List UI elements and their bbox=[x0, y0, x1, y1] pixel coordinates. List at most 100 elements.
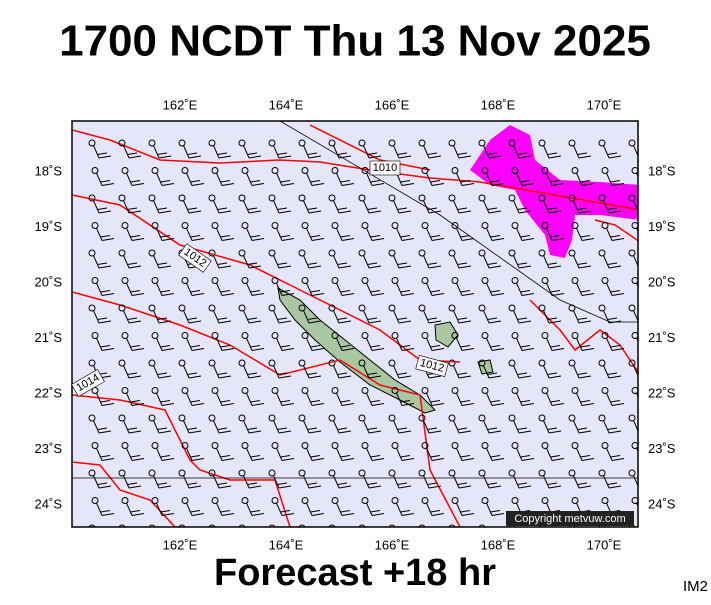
barb-staff bbox=[424, 531, 430, 543]
barb-feather bbox=[517, 152, 528, 155]
barb-feather bbox=[190, 345, 201, 348]
barb-feather bbox=[580, 455, 591, 458]
barb-feather bbox=[220, 455, 231, 458]
barb-staff bbox=[156, 227, 163, 241]
barb-staff bbox=[573, 475, 580, 489]
barb-staff bbox=[303, 420, 310, 434]
barb-station bbox=[631, 332, 638, 339]
barb-station bbox=[121, 497, 129, 504]
barb-staff bbox=[156, 392, 163, 406]
barb-feather bbox=[248, 155, 262, 159]
barb-feather bbox=[190, 180, 201, 183]
barb-staff bbox=[546, 392, 553, 406]
barb-feather bbox=[490, 345, 501, 348]
barb-feather bbox=[400, 235, 411, 238]
barb-feather bbox=[217, 207, 228, 210]
barb-feather bbox=[637, 483, 638, 485]
barb-staff bbox=[123, 310, 130, 324]
barb-feather bbox=[99, 541, 111, 543]
barb-feather bbox=[639, 376, 651, 378]
barb-feather bbox=[127, 482, 138, 485]
barb-feather bbox=[367, 152, 378, 155]
barb-feather bbox=[400, 455, 411, 458]
barb-feather bbox=[607, 372, 618, 375]
barb-feather bbox=[487, 152, 498, 155]
barb-station bbox=[448, 139, 456, 147]
barb-feather bbox=[188, 320, 202, 324]
barb-staff bbox=[456, 227, 463, 241]
barb-staff bbox=[126, 337, 133, 351]
barb-feather bbox=[550, 290, 561, 293]
barb-station bbox=[628, 304, 636, 312]
barb-feather bbox=[310, 455, 321, 458]
barb-station bbox=[598, 194, 606, 202]
barb-station bbox=[238, 139, 246, 147]
barb-feather bbox=[218, 538, 228, 540]
barb-station bbox=[451, 222, 459, 229]
barb-staff bbox=[93, 420, 100, 434]
barb-station bbox=[241, 167, 249, 174]
barb-station bbox=[121, 332, 129, 339]
barb-feather bbox=[217, 427, 228, 430]
barb-feather bbox=[581, 183, 595, 186]
barb-feather bbox=[642, 294, 654, 296]
barb-feather bbox=[517, 262, 528, 265]
barb-station bbox=[478, 469, 486, 477]
barb-feather bbox=[100, 290, 111, 293]
barb-staff bbox=[633, 475, 638, 487]
barb-staff bbox=[93, 475, 100, 489]
barb-feather bbox=[427, 207, 438, 210]
barb-feather bbox=[551, 238, 565, 241]
barb-feather bbox=[460, 510, 471, 513]
barb-feather bbox=[578, 538, 588, 540]
barb-station bbox=[91, 387, 99, 394]
lat-label: 23˚S bbox=[35, 441, 63, 456]
barb-feather bbox=[398, 485, 412, 489]
barb-station bbox=[298, 469, 306, 477]
barb-staff bbox=[276, 337, 283, 351]
barb-feather bbox=[280, 455, 291, 458]
barb-staff bbox=[606, 392, 613, 406]
barb-station bbox=[541, 222, 549, 229]
barb-station bbox=[598, 249, 606, 257]
barb-staff bbox=[273, 200, 280, 214]
barb-staff bbox=[246, 172, 253, 186]
barb-station bbox=[631, 277, 638, 284]
barb-staff bbox=[483, 365, 490, 379]
barb-staff bbox=[156, 502, 163, 516]
barb-feather bbox=[398, 210, 412, 214]
barb-feather bbox=[220, 345, 231, 348]
barb-station bbox=[268, 304, 276, 312]
barb-staff bbox=[513, 145, 520, 159]
barb-staff bbox=[393, 255, 400, 269]
barb-staff bbox=[453, 310, 460, 324]
barb-station bbox=[598, 469, 606, 477]
barb-feather bbox=[157, 262, 168, 265]
barb-feather bbox=[607, 152, 618, 155]
barb-station bbox=[178, 304, 186, 312]
barb-feather bbox=[337, 207, 348, 210]
barb-station bbox=[598, 359, 606, 367]
barb-station bbox=[328, 139, 336, 147]
barb-feather bbox=[518, 485, 532, 489]
barb-staff bbox=[126, 502, 133, 516]
barb-feather bbox=[577, 482, 588, 485]
barb-feather bbox=[337, 317, 348, 320]
barb-staff bbox=[186, 337, 193, 351]
barb-station bbox=[238, 359, 246, 367]
barb-staff bbox=[426, 227, 433, 241]
barb-feather bbox=[577, 207, 588, 210]
barb-staff bbox=[96, 447, 103, 461]
barb-feather bbox=[581, 238, 595, 241]
barb-feather bbox=[521, 293, 535, 296]
barb-feather bbox=[487, 262, 498, 265]
barb-feather bbox=[401, 403, 415, 406]
barb-feather bbox=[457, 152, 468, 155]
forecast-label: Forecast +18 hr bbox=[214, 552, 496, 594]
barb-staff bbox=[393, 475, 400, 489]
barb-station bbox=[478, 359, 486, 367]
barb-station bbox=[568, 414, 576, 422]
barb-feather bbox=[161, 238, 175, 241]
barb-feather bbox=[547, 262, 558, 265]
barb-feather bbox=[398, 320, 412, 324]
